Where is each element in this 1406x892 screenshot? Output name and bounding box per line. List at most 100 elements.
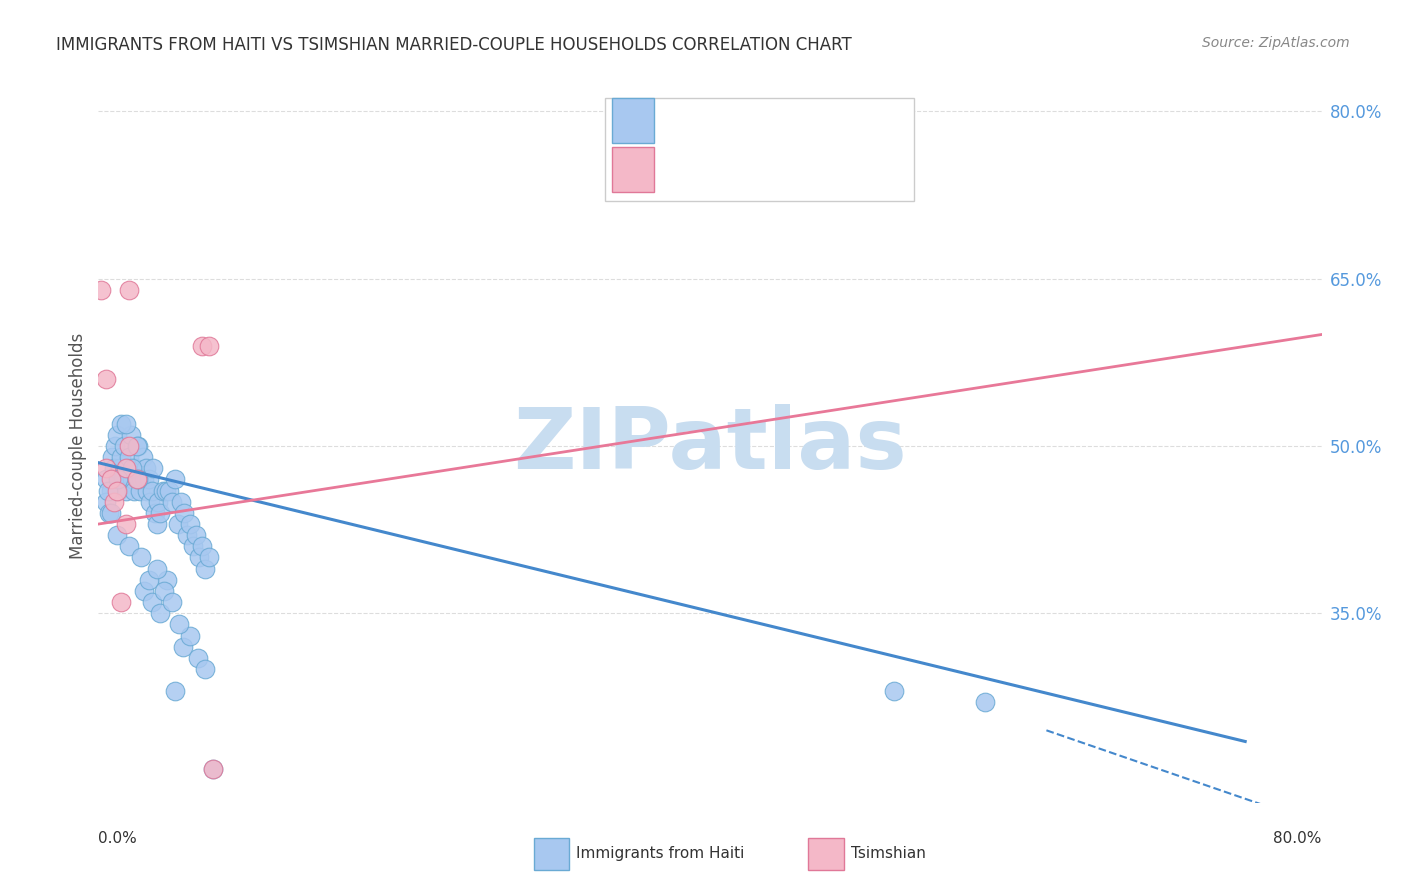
Point	[97, 483, 120, 498]
Point	[169, 617, 191, 632]
Point	[129, 550, 152, 565]
Point	[138, 573, 160, 587]
Text: Source: ZipAtlas.com: Source: ZipAtlas.com	[1202, 36, 1350, 50]
Point	[124, 461, 146, 475]
Text: Tsimshian: Tsimshian	[851, 847, 925, 861]
Point	[115, 461, 138, 475]
Point	[94, 473, 117, 487]
Point	[120, 427, 142, 442]
Point	[138, 473, 160, 487]
Point	[105, 483, 128, 498]
Point	[129, 473, 152, 487]
Point	[149, 607, 172, 621]
Point	[145, 562, 167, 576]
Point	[94, 461, 117, 475]
Point	[197, 550, 219, 565]
Point	[202, 762, 225, 776]
Point	[118, 283, 141, 297]
Point	[105, 427, 128, 442]
Point	[141, 483, 163, 498]
Point	[115, 483, 138, 498]
Point	[179, 516, 201, 531]
Point	[125, 439, 148, 453]
Point	[167, 516, 190, 531]
Point	[157, 483, 180, 498]
Point	[115, 516, 138, 531]
Point	[170, 494, 193, 508]
Point	[141, 595, 163, 609]
Point	[188, 550, 211, 565]
Point	[153, 583, 176, 598]
Point	[98, 506, 121, 520]
Point	[118, 450, 141, 464]
Point	[160, 595, 183, 609]
Text: N =: N =	[773, 156, 813, 174]
Text: 0.0%: 0.0%	[98, 830, 138, 846]
Point	[117, 461, 139, 475]
Point	[186, 528, 208, 542]
Point	[101, 450, 124, 464]
Point	[142, 461, 165, 475]
Point	[118, 439, 141, 453]
Text: 80: 80	[808, 109, 834, 127]
Y-axis label: Married-couple Households: Married-couple Households	[69, 333, 87, 559]
Point	[108, 461, 131, 475]
Point	[118, 539, 141, 553]
Point	[194, 562, 217, 576]
Point	[135, 461, 157, 475]
Point	[156, 573, 179, 587]
Point	[128, 483, 150, 498]
Text: N =: N =	[773, 109, 813, 127]
Point	[115, 417, 138, 431]
Point	[883, 684, 905, 698]
Point	[187, 651, 209, 665]
Point	[139, 494, 162, 508]
Point	[145, 516, 167, 531]
Point	[134, 583, 156, 598]
Point	[125, 473, 148, 487]
Point	[163, 473, 186, 487]
Point	[202, 762, 225, 776]
Point	[181, 539, 204, 553]
Point	[107, 483, 129, 498]
Point	[94, 372, 117, 386]
Point	[163, 684, 186, 698]
Point	[197, 338, 219, 352]
Point	[173, 506, 195, 520]
Point	[105, 528, 128, 542]
Point	[110, 417, 132, 431]
Point	[125, 473, 148, 487]
Point	[122, 483, 145, 498]
Point	[103, 494, 125, 508]
Point	[172, 640, 194, 654]
Point	[111, 473, 134, 487]
Text: Immigrants from Haiti: Immigrants from Haiti	[576, 847, 745, 861]
Text: IMMIGRANTS FROM HAITI VS TSIMSHIAN MARRIED-COUPLE HOUSEHOLDS CORRELATION CHART: IMMIGRANTS FROM HAITI VS TSIMSHIAN MARRI…	[56, 36, 852, 54]
Text: R =: R =	[665, 156, 710, 174]
Point	[104, 439, 127, 453]
Point	[127, 473, 149, 487]
Text: 15: 15	[808, 156, 834, 174]
Text: 80.0%: 80.0%	[1274, 830, 1322, 846]
Text: ZIPatlas: ZIPatlas	[513, 404, 907, 488]
Point	[176, 528, 198, 542]
Point	[103, 461, 125, 475]
Text: -0.492: -0.492	[703, 109, 768, 127]
Point	[90, 283, 112, 297]
Point	[100, 506, 122, 520]
Point	[974, 696, 997, 710]
Point	[191, 338, 214, 352]
Point	[121, 473, 143, 487]
Point	[143, 506, 166, 520]
Point	[134, 473, 156, 487]
Point	[160, 494, 183, 508]
Point	[155, 483, 177, 498]
Point	[100, 483, 122, 498]
Point	[107, 473, 129, 487]
Point	[127, 439, 149, 453]
Text: R =: R =	[665, 109, 704, 127]
Point	[94, 494, 117, 508]
Point	[179, 628, 201, 642]
Point	[136, 483, 159, 498]
Point	[132, 450, 155, 464]
